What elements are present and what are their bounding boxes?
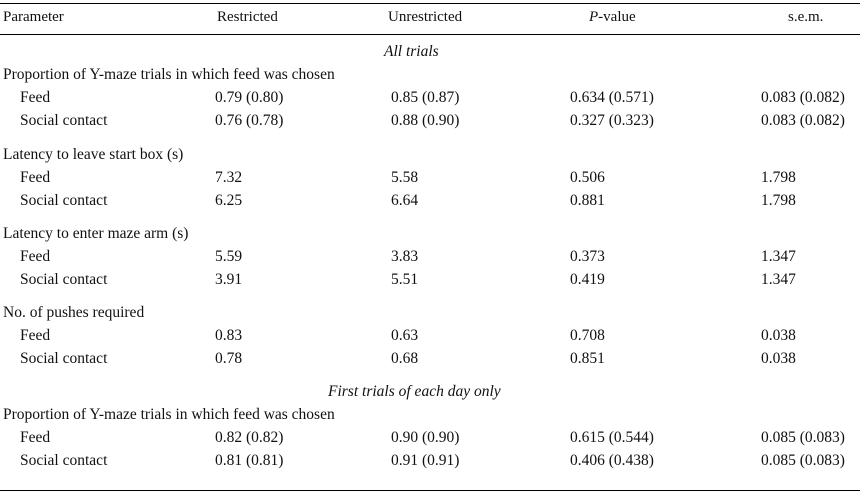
cell-restricted: 0.78 [215,350,243,367]
cell-p-value: 0.373 [570,248,605,265]
cell-sem: 0.038 [761,327,796,344]
row-name: Feed [20,248,51,265]
cell-p-value: 0.634 (0.571) [570,89,654,106]
cell-p-value: 0.406 (0.438) [570,452,654,469]
top-rule [0,3,860,4]
row-name: Social contact [20,192,108,209]
cell-unrestricted: 0.90 (0.90) [391,429,460,446]
cell-restricted: 0.81 (0.81) [215,452,284,469]
row-name: Feed [20,89,51,106]
row-name: Social contact [20,452,108,469]
cell-restricted: 0.79 (0.80) [215,89,284,106]
header-restricted: Restricted [217,9,278,25]
cell-sem: 0.038 [761,350,796,367]
cell-sem: 1.798 [761,169,796,186]
row-name: Social contact [20,350,108,367]
header-parameter: Parameter [3,9,64,25]
cell-p-value: 0.506 [570,169,605,186]
cell-unrestricted: 0.85 (0.87) [391,89,460,106]
cell-unrestricted: 5.58 [391,169,419,186]
cell-restricted: 0.83 [215,327,243,344]
cell-p-value: 0.419 [570,271,605,288]
cell-unrestricted: 6.64 [391,192,419,209]
row-name: Feed [20,169,51,186]
cell-p-value: 0.851 [570,350,605,367]
cell-sem: 0.083 (0.082) [761,112,845,129]
cell-unrestricted: 3.83 [391,248,419,265]
cell-unrestricted: 0.88 (0.90) [391,112,460,129]
cell-unrestricted: 5.51 [391,271,419,288]
row-name: Social contact [20,112,108,129]
cell-restricted: 5.59 [215,248,243,265]
section-title: All trials [384,43,439,60]
group-label: Proportion of Y-maze trials in which fee… [3,406,335,423]
cell-restricted: 7.32 [215,169,243,186]
header-p-italic: P [589,9,599,25]
cell-restricted: 0.76 (0.78) [215,112,284,129]
group-label: Proportion of Y-maze trials in which fee… [3,66,335,83]
cell-p-value: 0.708 [570,327,605,344]
cell-sem: 0.085 (0.083) [761,429,845,446]
header-unrestricted: Unrestricted [388,9,463,25]
group-label: Latency to leave start box (s) [3,146,184,163]
header-p-value: P-value [589,10,636,25]
group-label: No. of pushes required [3,304,145,321]
cell-p-value: 0.327 (0.323) [570,112,654,129]
section-title: First trials of each day only [328,383,501,400]
cell-restricted: 6.25 [215,192,243,209]
row-name: Feed [20,429,51,446]
group-label: Latency to enter maze arm (s) [3,225,189,242]
cell-restricted: 3.91 [215,271,243,288]
cell-sem: 0.083 (0.082) [761,89,845,106]
cell-sem: 1.347 [761,248,796,265]
cell-unrestricted: 0.63 [391,327,419,344]
cell-restricted: 0.82 (0.82) [215,429,284,446]
header-p-rest: -value [598,9,636,25]
cell-unrestricted: 0.68 [391,350,419,367]
header-rule [0,34,860,35]
cell-unrestricted: 0.91 (0.91) [391,452,460,469]
cell-sem: 1.798 [761,192,796,209]
row-name: Social contact [20,271,108,288]
bottom-rule [0,490,860,491]
row-name: Feed [20,327,51,344]
cell-p-value: 0.881 [570,192,605,209]
cell-p-value: 0.615 (0.544) [570,429,654,446]
header-sem: s.e.m. [788,9,824,25]
cell-sem: 0.085 (0.083) [761,452,845,469]
cell-sem: 1.347 [761,271,796,288]
